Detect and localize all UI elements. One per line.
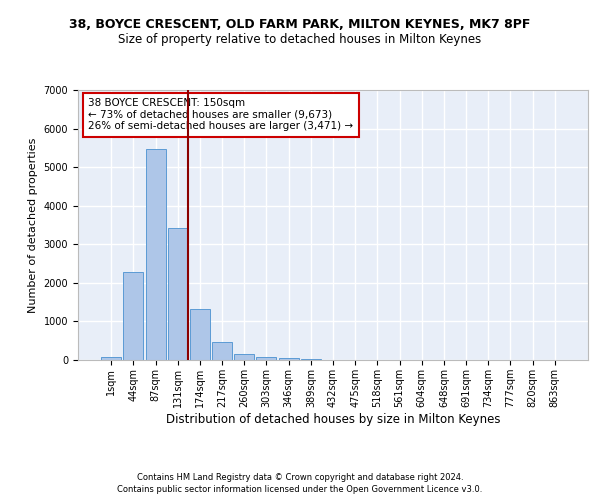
Bar	[256, 356, 277, 360]
Text: Contains public sector information licensed under the Open Government Licence v3: Contains public sector information licen…	[118, 485, 482, 494]
Bar	[101, 357, 121, 360]
Text: Size of property relative to detached houses in Milton Keynes: Size of property relative to detached ho…	[118, 32, 482, 46]
Bar	[168, 228, 188, 360]
Text: Contains HM Land Registry data © Crown copyright and database right 2024.: Contains HM Land Registry data © Crown c…	[137, 472, 463, 482]
Bar	[146, 149, 166, 360]
Bar	[212, 342, 232, 360]
Text: 38 BOYCE CRESCENT: 150sqm
← 73% of detached houses are smaller (9,673)
26% of se: 38 BOYCE CRESCENT: 150sqm ← 73% of detac…	[88, 98, 353, 132]
Bar	[278, 358, 299, 360]
Y-axis label: Number of detached properties: Number of detached properties	[28, 138, 38, 312]
X-axis label: Distribution of detached houses by size in Milton Keynes: Distribution of detached houses by size …	[166, 412, 500, 426]
Bar	[124, 272, 143, 360]
Bar	[234, 354, 254, 360]
Text: 38, BOYCE CRESCENT, OLD FARM PARK, MILTON KEYNES, MK7 8PF: 38, BOYCE CRESCENT, OLD FARM PARK, MILTO…	[70, 18, 530, 30]
Bar	[301, 359, 321, 360]
Bar	[190, 310, 210, 360]
